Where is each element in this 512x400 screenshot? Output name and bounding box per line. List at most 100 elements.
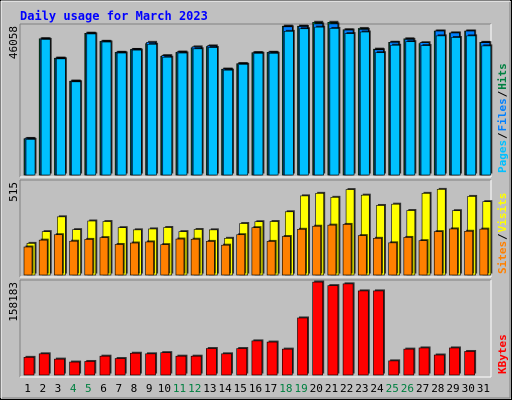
day-label: 9 [146, 382, 153, 395]
day-label: 7 [115, 382, 122, 395]
sites-bar [449, 228, 458, 276]
legend-sep: / [496, 132, 509, 139]
pages-bar [283, 31, 294, 176]
sites-bar [114, 244, 124, 276]
pages-bar [481, 45, 492, 176]
day-label: 22 [340, 382, 353, 395]
pages-bar [390, 44, 400, 176]
legend-kbytes: KBytes [496, 334, 509, 374]
day-label: 24 [370, 382, 384, 395]
sites-bar [236, 234, 246, 276]
sites-bar [418, 240, 428, 276]
day-label: 25 [386, 382, 399, 395]
pages-bar [147, 44, 157, 176]
pages-bar [435, 35, 446, 176]
sites-bar [312, 225, 321, 276]
day-label: 2 [39, 382, 46, 395]
kbytes-bar [418, 347, 430, 376]
sites-bar [23, 246, 33, 276]
day-axis-labels: 1 2 3 4 5 6 7 8 9 10 11 12 13 14 15 16 17 18 19 20 21 22 23 24 2… [24, 382, 490, 395]
chart-title: Daily usage for March 2023 [20, 9, 208, 23]
kbytes-bar [114, 358, 126, 376]
pages-bar [25, 139, 36, 176]
kbytes-bar [251, 340, 263, 376]
day-label: 31 [477, 382, 490, 395]
day-label: 5 [85, 382, 92, 395]
sites-bar [388, 242, 397, 276]
kbytes-bar [373, 290, 384, 376]
kbytes-bar [23, 357, 35, 376]
pages-bar [420, 45, 431, 176]
y-max-label: 515 [7, 182, 20, 202]
sites-bar [160, 244, 170, 276]
kbytes-bar [266, 341, 278, 376]
pages-bar [466, 35, 476, 176]
kbytes-bar [38, 353, 50, 376]
sites-bar [130, 242, 139, 276]
day-label: 6 [100, 382, 107, 395]
pages-bar [56, 58, 66, 176]
day-label: 12 [188, 382, 201, 395]
pages-bar [314, 26, 324, 176]
visits-panel: 515 Sites/Visits [7, 179, 509, 278]
sites-bar [251, 227, 261, 276]
day-label: 4 [70, 382, 77, 395]
pages-bar [238, 64, 249, 176]
kbytes-bar [388, 360, 399, 376]
day-label: 29 [446, 382, 459, 395]
sites-bar [54, 234, 63, 276]
kbytes-bar [281, 348, 293, 376]
day-label: 21 [325, 382, 338, 395]
kbytes-bar [175, 355, 187, 376]
pages-bar [299, 28, 309, 176]
kbytes-bar [312, 281, 323, 376]
pages-bar [86, 33, 97, 176]
kbytes-bar [449, 347, 460, 376]
day-label: 30 [462, 382, 475, 395]
sites-bar [281, 236, 291, 276]
kbytes-bar [99, 355, 111, 376]
pages-bar [101, 41, 112, 176]
kbytes-bar [221, 353, 232, 376]
sites-bar [373, 238, 382, 276]
sites-bar [221, 244, 230, 276]
day-label: 28 [431, 382, 444, 395]
kbytes-bar [54, 358, 65, 376]
kbytes-bar [206, 348, 217, 376]
sites-bar [433, 231, 443, 276]
sites-bar [403, 237, 413, 276]
kbytes-bar [84, 361, 96, 376]
pages-bar [253, 53, 264, 176]
pages-bar [192, 48, 203, 176]
kbytes-bar [145, 353, 156, 376]
legend-visits: Visits [496, 193, 509, 233]
legend-sites: Sites [496, 241, 509, 274]
sites-bar [145, 241, 154, 276]
day-label: 8 [131, 382, 138, 395]
sites-bar [327, 224, 337, 276]
kbytes-bar [160, 352, 172, 376]
day-label: 13 [203, 382, 216, 395]
pages-bar [344, 33, 355, 176]
day-label: 10 [158, 382, 171, 395]
sites-bar [175, 238, 185, 276]
sites-bar [297, 229, 306, 276]
pages-bar [132, 49, 142, 176]
day-label: 17 [264, 382, 277, 395]
sites-bar [357, 235, 367, 276]
sites-bar [342, 224, 352, 276]
day-label: 19 [294, 382, 307, 395]
legend-hits: Hits [496, 63, 509, 90]
pages-bar [71, 81, 81, 176]
sites-bar [190, 238, 200, 276]
pages-bar [268, 53, 279, 176]
kbytes-bar [357, 290, 369, 376]
day-label: 3 [55, 382, 62, 395]
day-label: 26 [401, 382, 414, 395]
legend-files: Files [496, 98, 509, 131]
sites-bar [266, 241, 276, 276]
day-label: 11 [173, 382, 186, 395]
day-label: 27 [416, 382, 429, 395]
